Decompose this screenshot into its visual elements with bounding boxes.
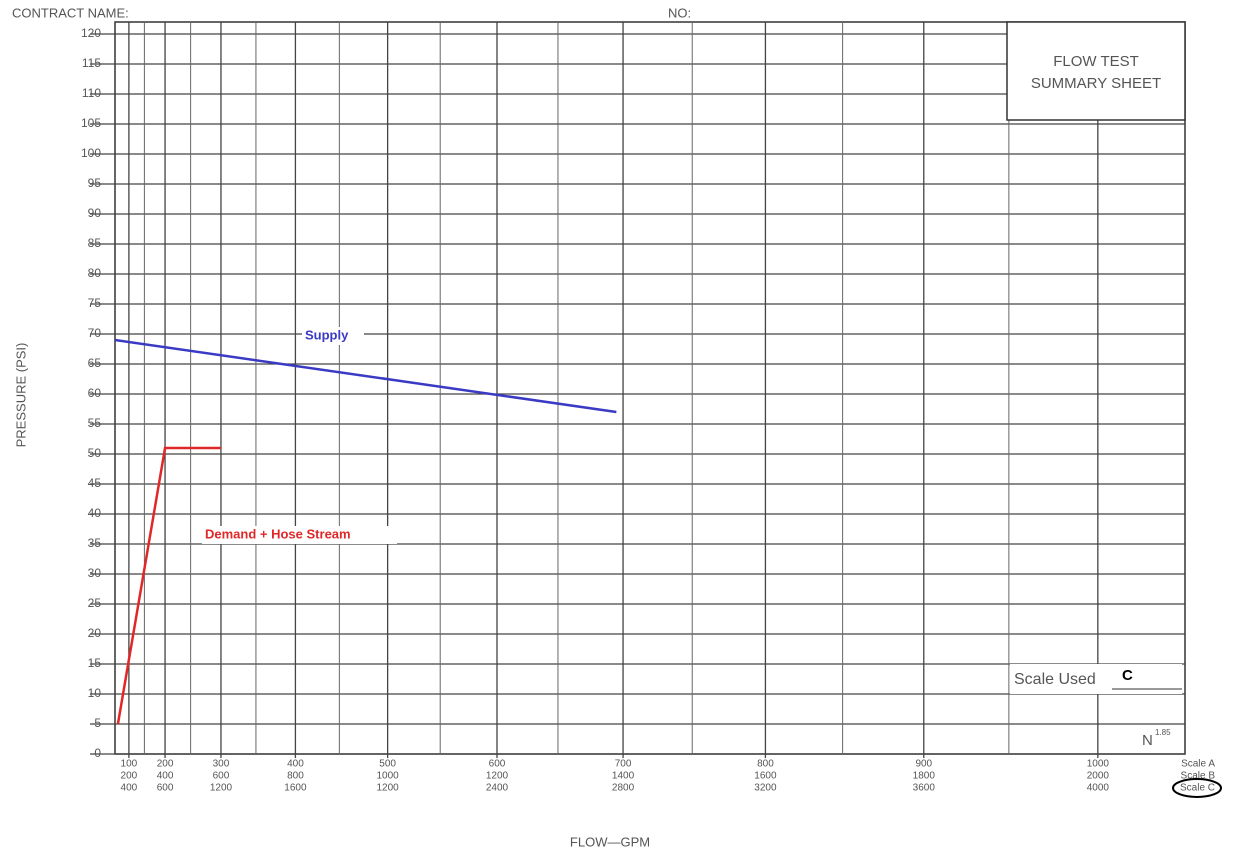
y-tick-label: 80 xyxy=(88,266,102,280)
x-tick-label-b: 2000 xyxy=(1087,771,1110,782)
y-tick-label: 110 xyxy=(82,86,101,100)
x-tick-label-b: 400 xyxy=(157,771,174,782)
label-bg xyxy=(202,526,397,544)
y-tick-label: 0 xyxy=(94,746,101,760)
y-tick-label: 30 xyxy=(88,566,102,580)
y-tick-label: 20 xyxy=(88,626,102,640)
label-bg xyxy=(302,327,364,345)
scale-circle xyxy=(1172,778,1222,798)
x-tick-label-b: 800 xyxy=(287,771,304,782)
plot-frame xyxy=(114,21,1186,755)
xscale-label: N xyxy=(1142,732,1153,749)
y-tick-label: 85 xyxy=(88,236,102,250)
xscale-box xyxy=(1130,727,1180,751)
y-tick-label: 105 xyxy=(81,116,101,130)
y-tick-label: 90 xyxy=(88,206,102,220)
y-tick-label: 100 xyxy=(81,146,101,160)
scale-name: Scale A xyxy=(1181,759,1215,770)
x-tick-label-c: 3200 xyxy=(754,783,777,794)
x-tick-label-c: 1200 xyxy=(210,783,233,794)
y-tick-label: 60 xyxy=(88,386,102,400)
x-tick-label-b: 600 xyxy=(213,771,230,782)
y-tick-label: 5 xyxy=(94,716,101,730)
series-line xyxy=(114,338,617,414)
x-tick-label-c: 4000 xyxy=(1087,783,1110,794)
x-tick-label-b: 1400 xyxy=(612,771,635,782)
y-tick-label: 120 xyxy=(81,26,101,40)
scale-used-value: C xyxy=(1122,667,1133,684)
y-tick-label: 95 xyxy=(88,176,102,190)
x-tick-label-b: 1800 xyxy=(913,771,936,782)
series-line xyxy=(116,446,221,725)
x-tick-label-a: 600 xyxy=(489,759,506,770)
scale-name: Scale B xyxy=(1181,771,1216,782)
x-tick-label-a: 800 xyxy=(757,759,774,770)
y-tick-label: 115 xyxy=(82,56,101,70)
x-tick-label-b: 200 xyxy=(121,771,138,782)
y-axis-label: PRESSURE (PSI) xyxy=(13,343,28,448)
title-box xyxy=(1006,21,1186,121)
x-axis-label: FLOW—GPM xyxy=(570,834,650,849)
x-tick-label-c: 2400 xyxy=(486,783,509,794)
y-tick-label: 35 xyxy=(88,536,102,550)
x-tick-label-b: 1600 xyxy=(754,771,777,782)
x-tick-label-a: 100 xyxy=(121,759,138,770)
y-tick-label: 50 xyxy=(88,446,102,460)
scale-used-label: Scale Used xyxy=(1014,671,1096,688)
scale-name: Scale C xyxy=(1180,783,1215,794)
x-tick-label-a: 200 xyxy=(157,759,174,770)
x-tick-label-c: 2800 xyxy=(612,783,635,794)
x-tick-label-a: 300 xyxy=(213,759,230,770)
xscale-exponent: 1.85 xyxy=(1155,728,1171,737)
header-right: NO: xyxy=(668,5,691,20)
y-tick-label: 15 xyxy=(88,656,102,670)
y-tick-label: 55 xyxy=(88,416,102,430)
y-tick-label: 10 xyxy=(88,686,102,700)
x-tick-label-c: 3600 xyxy=(913,783,936,794)
x-tick-label-a: 700 xyxy=(615,759,632,770)
x-tick-label-c: 600 xyxy=(157,783,174,794)
x-tick-label-a: 1000 xyxy=(1087,759,1110,770)
y-tick-label: 45 xyxy=(88,476,102,490)
series-label: Demand + Hose Stream xyxy=(205,526,351,541)
y-tick-label: 65 xyxy=(88,356,102,370)
x-tick-label-b: 1000 xyxy=(377,771,400,782)
x-tick-label-a: 400 xyxy=(287,759,304,770)
title: FLOW TEST xyxy=(1053,53,1139,70)
y-tick-label: 25 xyxy=(88,596,102,610)
x-tick-label-b: 1200 xyxy=(486,771,509,782)
header-left: CONTRACT NAME: xyxy=(12,5,129,20)
series-label: Supply xyxy=(305,327,349,342)
y-tick-label: 70 xyxy=(88,326,102,340)
title: SUMMARY SHEET xyxy=(1031,75,1161,92)
y-tick-label: 75 xyxy=(88,296,102,310)
x-tick-label-c: 400 xyxy=(121,783,138,794)
y-tick-label: 40 xyxy=(88,506,102,520)
x-tick-label-c: 1600 xyxy=(284,783,307,794)
x-tick-label-c: 1200 xyxy=(377,783,400,794)
x-tick-label-a: 500 xyxy=(379,759,396,770)
x-tick-label-a: 900 xyxy=(915,759,932,770)
